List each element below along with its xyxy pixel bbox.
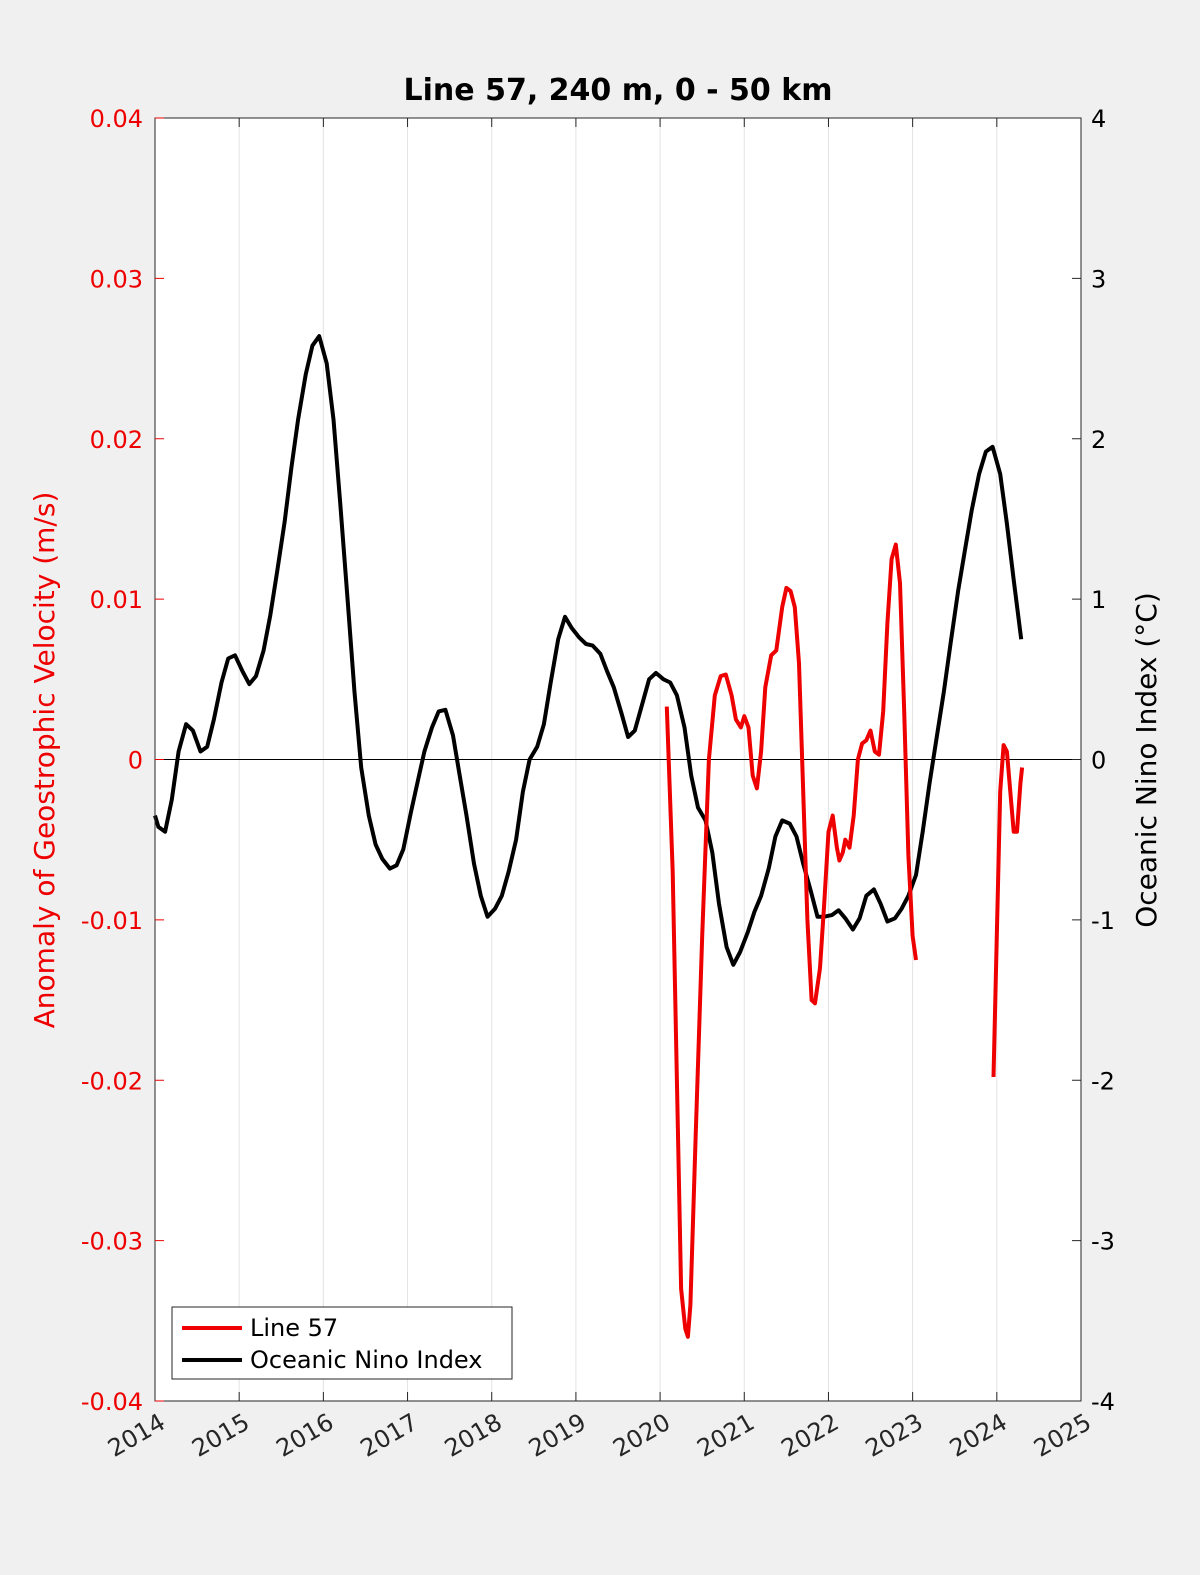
x-tick-label: 2025 (1029, 1408, 1096, 1463)
x-tick-label: 2018 (440, 1408, 507, 1463)
y-left-tick-label: -0.03 (81, 1228, 143, 1256)
x-tick-label: 2022 (777, 1408, 844, 1463)
series-line-57-segment-0 (664, 542, 918, 1339)
y-left-tick-label: 0.04 (90, 105, 143, 133)
legend-box (171, 1306, 513, 1380)
y-left-tick-label: 0.02 (90, 426, 143, 454)
y-right-tick-label: 2 (1091, 426, 1106, 454)
y-left-tick-label: -0.01 (81, 907, 143, 935)
y-right-tick-label: -1 (1091, 907, 1115, 935)
x-tick-label: 2023 (861, 1408, 928, 1463)
y-right-tick-label: -2 (1091, 1067, 1115, 1095)
y-left-tick-label: 0.01 (90, 586, 143, 614)
x-tick-label: 2014 (103, 1408, 170, 1463)
y-left-tick-label: 0.03 (90, 265, 143, 293)
series-oni-segment-0 (153, 334, 1024, 967)
x-tick-label: 2019 (524, 1408, 591, 1463)
y-left-tick-label: -0.02 (81, 1067, 143, 1095)
legend-label-oni: Oceanic Nino Index (250, 1346, 482, 1374)
y-right-tick-label: 3 (1091, 265, 1106, 293)
y-right-tick-label: -4 (1091, 1388, 1115, 1416)
y-left-tick-label: -0.04 (81, 1388, 143, 1416)
y-right-tick-label: 1 (1091, 586, 1106, 614)
y-axis-label-right: Oceanic Nino Index (°C) (1130, 592, 1163, 928)
x-tick-label: 2017 (356, 1408, 423, 1463)
chart-title: Line 57, 240 m, 0 - 50 km (404, 73, 833, 108)
x-tick-label: 2016 (271, 1408, 338, 1463)
legend-label-line-57: Line 57 (250, 1314, 338, 1342)
x-tick-label: 2021 (692, 1408, 759, 1463)
legend[interactable]: Line 57 Oceanic Nino Index (171, 1306, 513, 1380)
x-tick-label: 2020 (608, 1408, 675, 1463)
x-tick-label: 2024 (945, 1408, 1012, 1463)
series-layer (153, 334, 1025, 1339)
series-line-57-segment-1 (991, 743, 1025, 1078)
x-tick-label: 2015 (187, 1408, 254, 1463)
y-right-tick-label: 0 (1091, 747, 1106, 775)
y-axis-label-left: Anomaly of Geostrophic Velocity (m/s) (28, 492, 61, 1029)
y-right-tick-label: -3 (1091, 1228, 1115, 1256)
y-right-tick-label: 4 (1091, 105, 1106, 133)
y-left-tick-label: 0 (128, 747, 143, 775)
